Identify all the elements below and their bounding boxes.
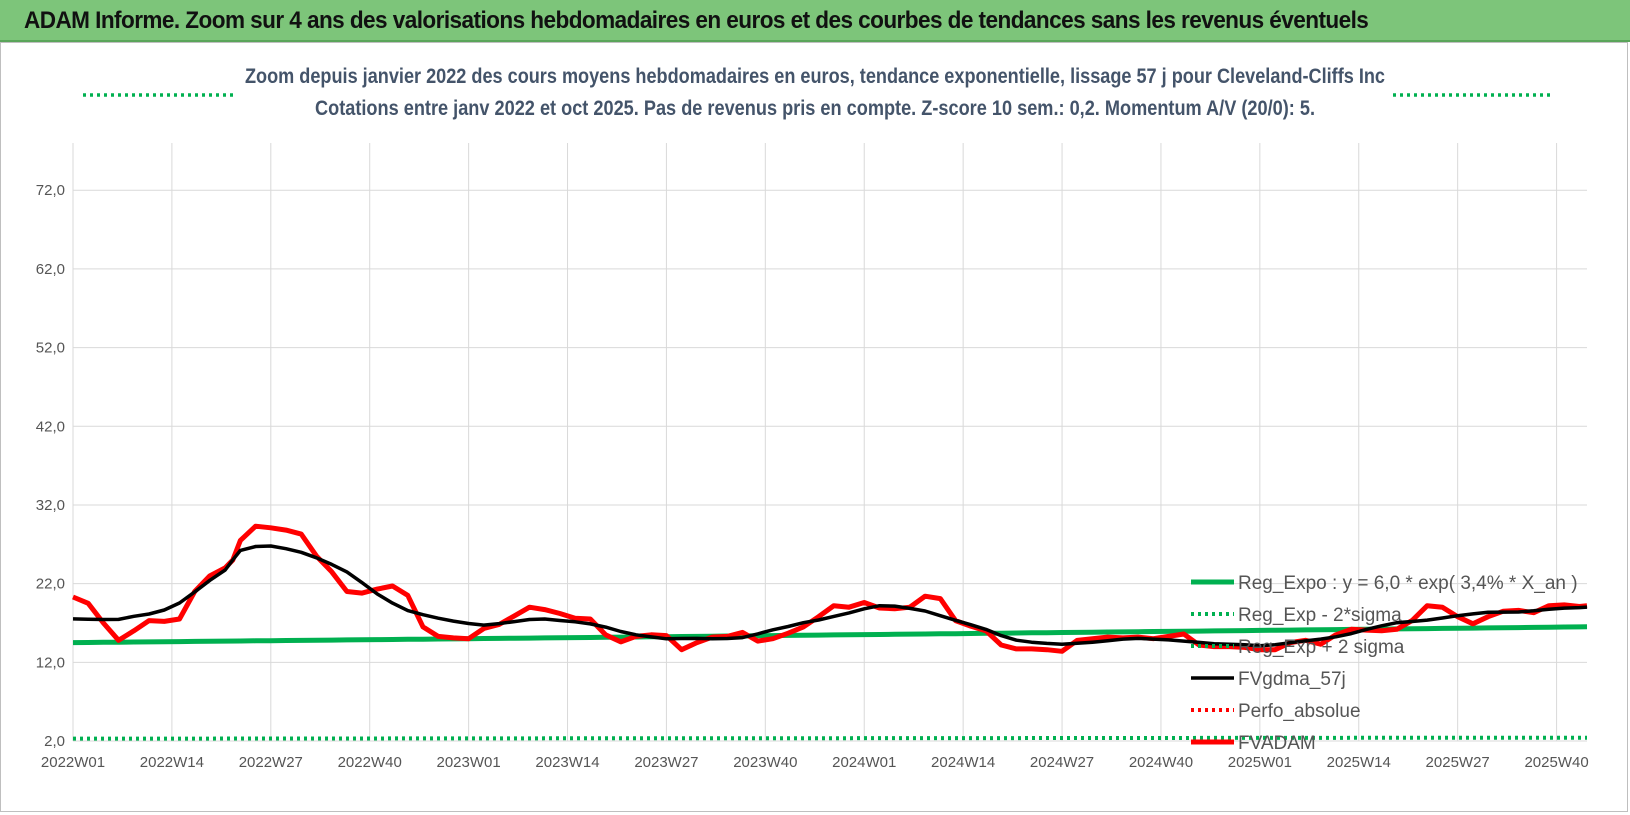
- header-bar: ADAM Informe. Zoom sur 4 ans des valoris…: [0, 0, 1630, 42]
- x-tick-label: 2022W27: [239, 754, 303, 771]
- x-axis: 2022W01 2022W14 2022W27 2022W40 2023W01 2023W…: [41, 754, 1589, 771]
- x-tick-label: 2024W27: [1030, 754, 1094, 771]
- x-tick-label: 2023W14: [535, 754, 599, 771]
- legend: Reg_Expo : y = 6,0 * exp( 3,4% * X_an ) R…: [1191, 573, 1578, 754]
- fvadam-line: [72, 523, 1588, 654]
- y-axis: 2,0 12,0 22,0 32,0 42,0 52,0 62,0 72,0: [36, 182, 65, 750]
- y-tick-label: 42,0: [36, 418, 65, 435]
- legend-label-reg_minus: Reg_Exp - 2*sigma: [1238, 605, 1402, 626]
- x-tick-label: 2023W01: [437, 754, 501, 771]
- chart-title-line1: Zoom depuis janvier 2022 des cours moyen…: [245, 65, 1385, 88]
- chart-title-line2: Cotations entre janv 2022 et oct 2025. P…: [315, 97, 1315, 120]
- x-tick-label: 2023W40: [733, 754, 797, 771]
- x-tick-label: 2024W40: [1129, 754, 1193, 771]
- y-tick-label: 52,0: [36, 340, 65, 357]
- page-title: ADAM Informe. Zoom sur 4 ans des valoris…: [24, 7, 1369, 34]
- legend-label-fvgdma: FVgdma_57j: [1238, 669, 1346, 690]
- y-tick-label: 72,0: [36, 182, 65, 199]
- chart-svg: Zoom depuis janvier 2022 des cours moyen…: [36, 65, 1589, 771]
- legend-label-reg_plus: Reg_Exp + 2 sigma: [1238, 637, 1405, 658]
- legend-label-perfo: Perfo_absolue: [1238, 701, 1361, 722]
- chart-frame: Zoom depuis janvier 2022 des cours moyen…: [0, 42, 1628, 812]
- x-tick-label: 2024W14: [931, 754, 995, 771]
- x-tick-label: 2022W01: [41, 754, 105, 771]
- reg-expo-line: [72, 624, 1588, 646]
- x-tick-label: 2024W01: [832, 754, 896, 771]
- y-tick-label: 22,0: [36, 576, 65, 593]
- fvgdma-57j-line: [72, 544, 1588, 648]
- y-tick-label: 62,0: [36, 261, 65, 278]
- x-tick-label: 2025W40: [1524, 754, 1588, 771]
- plot-area: [72, 523, 1588, 741]
- x-tick-label: 2025W27: [1426, 754, 1490, 771]
- y-tick-label: 12,0: [36, 654, 65, 671]
- x-tick-label: 2022W40: [338, 754, 402, 771]
- x-tick-label: 2023W27: [634, 754, 698, 771]
- legend-label-fvadam: FVADAM: [1238, 733, 1316, 754]
- y-tick-label: 2,0: [44, 733, 65, 750]
- x-tick-label: 2022W14: [140, 754, 204, 771]
- x-tick-label: 2025W14: [1327, 754, 1391, 771]
- y-tick-label: 32,0: [36, 497, 65, 514]
- x-tick-label: 2025W01: [1228, 754, 1292, 771]
- reg-exp-minus-2sigma-line: [73, 735, 1587, 741]
- legend-label-reg_expo: Reg_Expo : y = 6,0 * exp( 3,4% * X_an ): [1238, 573, 1578, 594]
